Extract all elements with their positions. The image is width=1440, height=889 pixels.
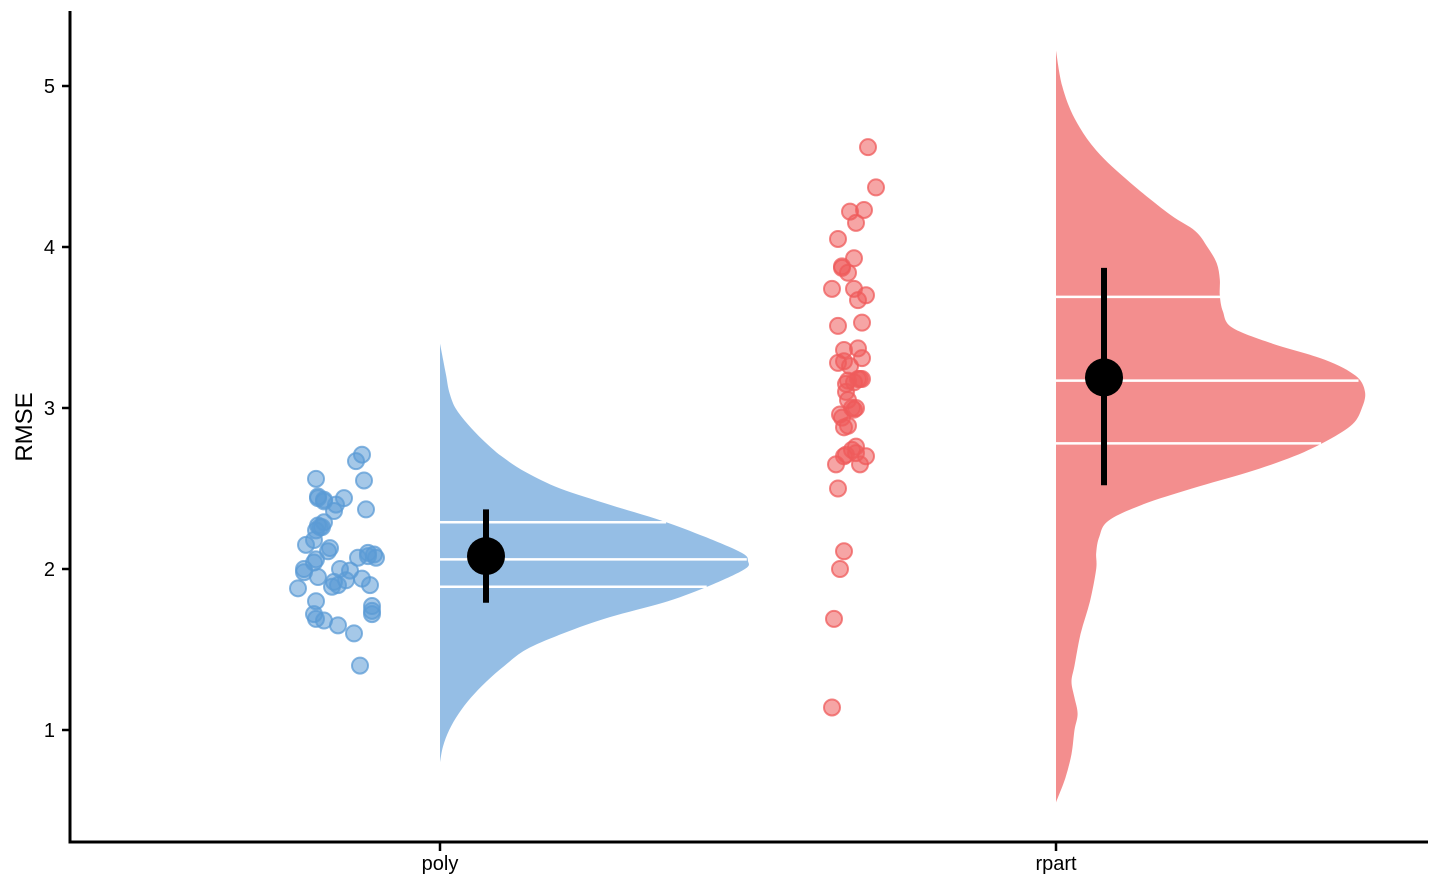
data-point-poly — [345, 624, 363, 643]
data-point-poly — [335, 489, 353, 508]
data-point-poly — [357, 500, 375, 519]
data-point-poly — [367, 548, 385, 567]
y-tick-label: 5 — [44, 76, 55, 98]
data-point-rpart — [859, 138, 877, 157]
data-point-poly — [355, 471, 373, 490]
density-clouds — [440, 50, 1366, 803]
x-tick-label-rpart: rpart — [1035, 853, 1077, 875]
data-point-poly — [297, 535, 315, 554]
data-point-rpart — [855, 200, 873, 219]
mean-point-rpart — [1085, 358, 1123, 397]
data-point-rpart — [857, 447, 875, 466]
data-point-poly — [351, 656, 369, 675]
y-tick-label: 2 — [44, 559, 55, 581]
jitter-points — [289, 138, 885, 717]
y-tick-label: 4 — [44, 237, 55, 259]
data-point-poly — [309, 568, 327, 587]
data-point-poly — [329, 616, 347, 635]
data-point-rpart — [845, 279, 863, 298]
data-point-rpart — [829, 316, 847, 335]
y-tick-label: 3 — [44, 398, 55, 420]
mean-ci-summaries — [467, 267, 1123, 603]
data-point-poly — [289, 579, 307, 598]
data-point-poly — [307, 592, 325, 611]
data-point-poly — [307, 469, 325, 488]
data-point-rpart — [849, 370, 867, 389]
x-axis-ticks: poly rpart — [422, 842, 1077, 875]
y-axis-ticks: 1 2 3 4 5 — [44, 76, 70, 742]
data-point-rpart — [825, 609, 843, 628]
data-point-rpart — [853, 313, 871, 332]
mean-point-poly — [467, 537, 505, 576]
data-point-rpart — [839, 390, 857, 409]
data-point-rpart — [829, 479, 847, 498]
x-tick-label-poly: poly — [422, 853, 459, 875]
y-axis-title: RMSE — [11, 392, 38, 461]
data-point-rpart — [867, 178, 885, 197]
data-point-rpart — [831, 560, 849, 578]
data-point-rpart — [849, 339, 867, 358]
data-point-rpart — [835, 542, 853, 561]
data-point-poly — [315, 513, 333, 532]
data-point-poly — [363, 605, 381, 624]
data-point-rpart — [845, 249, 863, 268]
data-point-rpart — [823, 698, 841, 717]
data-point-poly — [321, 539, 339, 558]
data-point-rpart — [823, 279, 841, 298]
density-cloud-poly — [440, 343, 749, 763]
data-point-rpart — [829, 229, 847, 248]
density-cloud-rpart — [1056, 50, 1366, 803]
data-point-poly — [353, 445, 371, 464]
y-tick-label: 1 — [44, 720, 55, 742]
data-point-poly — [361, 576, 379, 595]
